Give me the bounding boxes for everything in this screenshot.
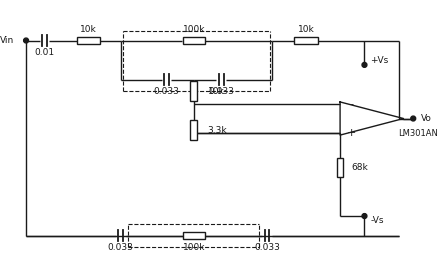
Text: 10k: 10k [298,25,314,34]
Bar [183,232,205,239]
Text: +: + [347,128,356,138]
Text: 0.033: 0.033 [108,243,134,252]
Bar [190,120,197,140]
Text: 10k: 10k [207,87,224,96]
Text: 0.033: 0.033 [154,87,179,96]
Circle shape [362,63,367,67]
Text: 3.3k: 3.3k [207,126,227,135]
Bar [183,37,205,44]
Text: 0.033: 0.033 [254,243,280,252]
Text: 68k: 68k [352,163,368,172]
Text: 0.01: 0.01 [34,48,55,57]
Circle shape [362,214,367,219]
Text: Vo: Vo [421,114,432,123]
Text: 10k: 10k [80,25,97,34]
Bar [337,158,343,177]
Circle shape [24,38,29,43]
Text: +Vs: +Vs [370,56,388,64]
Bar [77,37,100,44]
Text: 100k: 100k [182,25,205,34]
Text: 100k: 100k [182,243,205,252]
Text: LM301AN: LM301AN [399,129,439,138]
Text: Vin: Vin [0,36,14,45]
Text: -: - [350,99,354,109]
Bar [190,81,197,101]
Polygon shape [340,102,404,135]
Circle shape [411,116,416,121]
Text: 0.033: 0.033 [208,87,234,96]
Bar [294,37,318,44]
Text: -Vs: -Vs [370,216,384,225]
